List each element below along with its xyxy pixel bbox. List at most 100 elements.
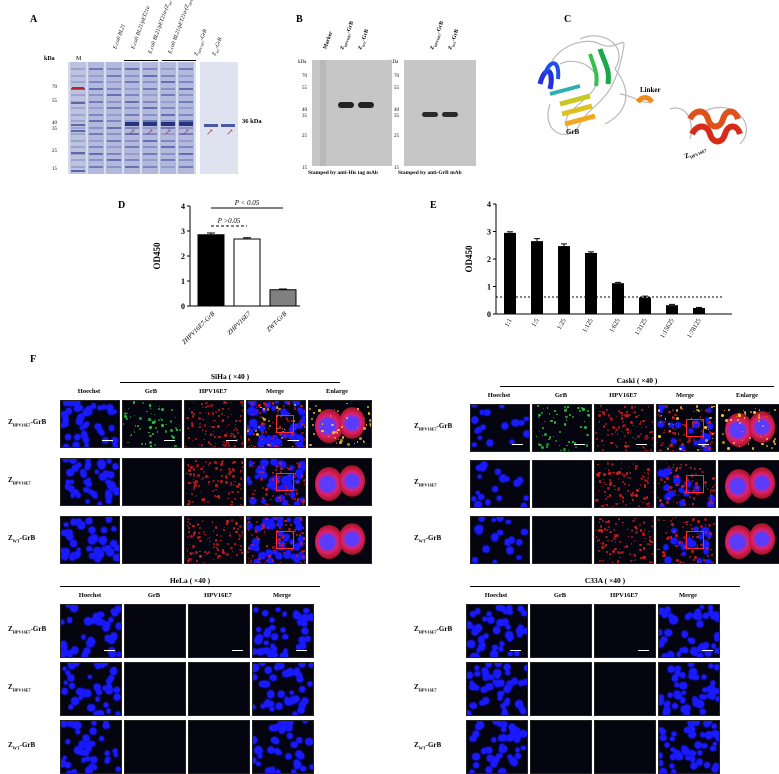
fluorescence-signal: [291, 433, 294, 436]
fluorescence-signal: [223, 441, 225, 443]
cell-nucleus: [663, 701, 670, 708]
fluorescence-signal: [257, 537, 260, 541]
gel-a-band: [161, 146, 175, 148]
gel-a-lane: [106, 62, 122, 174]
fluorescence-signal: [686, 523, 688, 526]
siha-image-enlarge: [308, 400, 372, 448]
cell-nucleus: [477, 637, 484, 643]
fluorescence-signal: [703, 481, 707, 485]
fluorescence-signal: [192, 474, 195, 477]
fluorescence-signal: [297, 481, 299, 483]
fluorescence-signal: [257, 561, 261, 563]
fluorescence-signal: [149, 408, 151, 410]
chart-d-ytick-label: 4: [181, 202, 185, 211]
cell-nucleus: [713, 664, 719, 671]
fluorescence-signal: [757, 413, 761, 417]
fluorescence-signal: [615, 523, 618, 526]
fluorescence-signal: [567, 440, 570, 444]
fluorescence-signal: [671, 486, 673, 488]
western-b-lane-label: ZHPV16E7-GrB: [339, 20, 356, 51]
fluorescence-signal: [335, 441, 338, 444]
fluorescence-signal: [248, 446, 250, 447]
chart-e-xtick-label: 1:5: [531, 318, 541, 329]
cell-nucleus: [692, 721, 700, 726]
cell-nucleus: [297, 619, 303, 626]
fluorescence-signal: [737, 419, 739, 421]
fluorescence-signal: [752, 411, 756, 415]
cell-nucleus: [254, 560, 260, 563]
fluorescence-signal: [302, 527, 305, 529]
fluorescence-signal: [699, 415, 702, 418]
fluorescence-signal: [186, 549, 189, 552]
gel-a-band: [179, 139, 193, 142]
cell-nucleus: [271, 645, 278, 652]
fluorescence-signal: [188, 468, 192, 472]
cell-nucleus: [697, 750, 703, 756]
c33a-col-label: Merge: [678, 592, 698, 599]
fluorescence-signal: [613, 537, 616, 541]
fluorescence-signal: [646, 449, 648, 451]
fluorescence-signal: [706, 497, 709, 500]
fluorescence-signal: [564, 409, 568, 413]
fluorescence-signal: [634, 517, 636, 520]
gel-a-band: [71, 126, 85, 129]
fluorescence-signal: [640, 432, 643, 436]
fluorescence-signal: [632, 499, 635, 502]
fluorescence-signal: [275, 406, 278, 409]
gel-a-band: [161, 120, 175, 122]
fluorescence-signal: [688, 504, 690, 506]
gel-a-band: [143, 146, 157, 148]
fluorescence-signal: [287, 439, 289, 441]
cell-nucleus: [691, 751, 696, 756]
cell-nucleus: [467, 671, 474, 679]
fluorescence-signal: [334, 430, 338, 434]
cell-nucleus: [284, 698, 292, 706]
gel-a-tick: 55: [52, 99, 57, 104]
fluorescence-signal: [662, 553, 666, 557]
zoom-box: [276, 472, 294, 491]
cell-nucleus: [76, 687, 85, 696]
cell-nucleus: [508, 724, 516, 731]
fluorescence-signal: [293, 407, 296, 410]
fluorescence-signal: [250, 557, 252, 559]
fluorescence-signal: [210, 426, 213, 429]
gel-a-band: [125, 159, 139, 161]
fluorescence-signal: [634, 525, 636, 528]
cell-nucleus: [76, 547, 82, 552]
gel-a-band: [89, 68, 103, 70]
fluorescence-signal: [191, 551, 195, 555]
fluorescence-signal: [634, 467, 637, 470]
fluorescence-signal: [625, 414, 629, 418]
cell-nucleus: [267, 746, 275, 754]
fluorescence-signal: [642, 520, 646, 524]
cell-nucleus: [251, 408, 259, 416]
fluorescence-signal: [187, 526, 191, 530]
cell-nucleus: [106, 404, 114, 412]
fluorescence-signal: [161, 408, 165, 412]
fluorescence-signal: [265, 431, 267, 434]
western-b-blot-right: [404, 60, 476, 166]
cell-nucleus: [296, 675, 304, 683]
fluorescence-signal: [240, 533, 243, 536]
fluorescence-signal: [643, 471, 645, 474]
gel-a-band: [161, 68, 175, 70]
fluorescence-signal: [279, 462, 283, 465]
cell-nucleus: [264, 522, 272, 530]
cell-nucleus: [275, 552, 283, 560]
fluorescence-signal: [605, 483, 607, 485]
fluorescence-signal: [612, 529, 615, 532]
cell-nucleus: [276, 486, 282, 492]
gel-a-band: [89, 74, 103, 77]
fluorescence-signal: [285, 433, 287, 435]
cell-nucleus: [664, 629, 673, 637]
fluorescence-signal: [294, 484, 296, 486]
caski-col-label: Hoechst: [487, 392, 511, 399]
fluorescence-signal: [647, 472, 650, 475]
fluorescence-signal: [747, 443, 750, 445]
cell-nucleus: [478, 722, 484, 728]
fluorescence-signal: [195, 495, 197, 497]
fluorescence-signal: [292, 440, 295, 443]
fluorescence-signal: [595, 529, 597, 532]
fluorescence-signal: [247, 550, 249, 553]
cell-nucleus: [72, 401, 81, 406]
